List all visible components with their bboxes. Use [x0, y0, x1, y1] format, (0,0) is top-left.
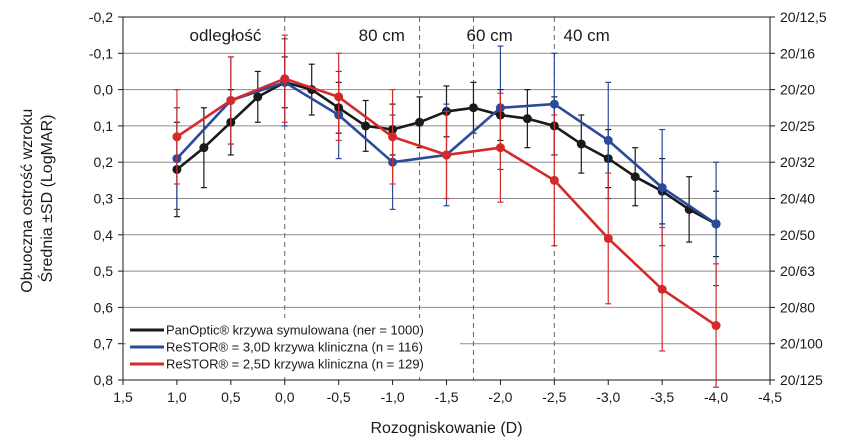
data-point — [657, 284, 667, 294]
region-label: 80 cm — [359, 26, 405, 45]
data-point — [495, 143, 505, 153]
x-tick-label: 1,0 — [167, 389, 187, 405]
x-tick-label: -1,0 — [381, 389, 405, 405]
legend-label: PanOptic® krzywa symulowana (ner = 1000) — [166, 323, 424, 338]
data-point — [576, 139, 586, 149]
legend-label: ReSTOR® = 2,5D krzywa kliniczna (n = 129… — [166, 357, 424, 372]
region-label: odległość — [190, 26, 262, 45]
x-tick-label: -2,0 — [488, 389, 512, 405]
y-axis-title-line-2: Średnia ±SD (LogMAR) — [37, 115, 56, 283]
data-point — [226, 95, 236, 105]
y-axis-ticks: -0,2 -0,1 0,0 0,1 0,2 0,3 0,4 0,5 0,6 0,7 0,8 — [89, 9, 123, 388]
region-label: 60 cm — [466, 26, 512, 45]
data-point — [388, 132, 398, 142]
y-tick-label: 0,8 — [94, 372, 114, 388]
data-point — [280, 74, 290, 84]
data-point — [415, 117, 425, 127]
x-tick-label: 1,5 — [113, 389, 133, 405]
y-tick-label: 0,2 — [94, 154, 114, 170]
y-tick-label: 0,3 — [94, 191, 114, 207]
y-tick-label: 0,4 — [94, 227, 114, 243]
y-tick-label: -0,1 — [89, 45, 113, 61]
y-axis-title-line-1: Obuoczna ostrość wzroku — [19, 109, 36, 293]
data-point — [468, 103, 478, 113]
region-label: 40 cm — [564, 26, 610, 45]
series-3 — [172, 34, 721, 388]
data-point — [657, 183, 667, 193]
data-point — [630, 172, 640, 182]
legend-box — [126, 318, 460, 374]
legend: PanOptic® krzywa symulowana (ner = 1000)… — [126, 318, 460, 374]
y2-tick-label: 20/63 — [780, 263, 815, 279]
data-point — [522, 114, 532, 124]
data-point — [199, 143, 209, 153]
y2-tick-label: 20/125 — [780, 372, 823, 388]
y2-tick-label: 20/12,5 — [780, 9, 827, 25]
data-point — [711, 321, 721, 331]
y2-tick-label: 20/40 — [780, 191, 815, 207]
y2-tick-label: 20/80 — [780, 299, 815, 315]
region-labels: odległość 80 cm 60 cm 40 cm — [190, 26, 610, 45]
y-tick-label: -0,2 — [89, 9, 113, 25]
data-point — [711, 219, 721, 229]
y2-axis-ticks: 20/12,5 20/16 20/20 20/25 20/32 20/40 20/50 20/… — [770, 9, 827, 388]
x-tick-label: -0,5 — [327, 389, 351, 405]
data-point — [603, 233, 613, 243]
x-tick-label: 0,5 — [221, 389, 241, 405]
x-tick-label: -3,0 — [596, 389, 620, 405]
y-axis-title: Obuoczna ostrość wzroku Średnia ±SD (Log… — [19, 104, 56, 293]
y-tick-label: 0,5 — [94, 263, 114, 279]
y-tick-label: 0,1 — [94, 118, 114, 134]
y2-tick-label: 20/50 — [780, 227, 815, 243]
y-tick-label: 0,6 — [94, 299, 114, 315]
y2-tick-label: 20/16 — [780, 45, 815, 61]
y-tick-label: 0,0 — [94, 82, 114, 98]
x-tick-label: -4,0 — [704, 389, 728, 405]
x-tick-label: -2,5 — [542, 389, 566, 405]
y2-tick-label: 20/100 — [780, 336, 823, 352]
series-group — [172, 34, 721, 388]
data-point — [172, 132, 182, 142]
data-point — [442, 150, 451, 160]
y2-tick-label: 20/32 — [780, 154, 815, 170]
x-axis-ticks: 1,5 1,0 0,5 0,0 -0,5 -1,0 -1,5 -2,0 -2,5 -3,0 -3,5… — [113, 380, 782, 405]
x-tick-label: -3,5 — [650, 389, 674, 405]
data-point — [334, 92, 344, 102]
y2-tick-label: 20/25 — [780, 118, 815, 134]
legend-label: ReSTOR® = 3,0D krzywa kliniczna (n = 116… — [166, 340, 423, 355]
y2-tick-label: 20/20 — [780, 82, 815, 98]
x-tick-label: -4,5 — [758, 389, 782, 405]
y-tick-label: 0,7 — [94, 336, 114, 352]
data-point — [549, 99, 559, 109]
x-tick-label: 0,0 — [275, 389, 295, 405]
data-point — [253, 92, 263, 102]
data-point — [603, 135, 613, 145]
data-point — [549, 175, 559, 185]
x-tick-label: -1,5 — [434, 389, 458, 405]
data-point — [361, 121, 371, 131]
x-axis-title: Rozogniskowanie (D) — [370, 420, 522, 437]
